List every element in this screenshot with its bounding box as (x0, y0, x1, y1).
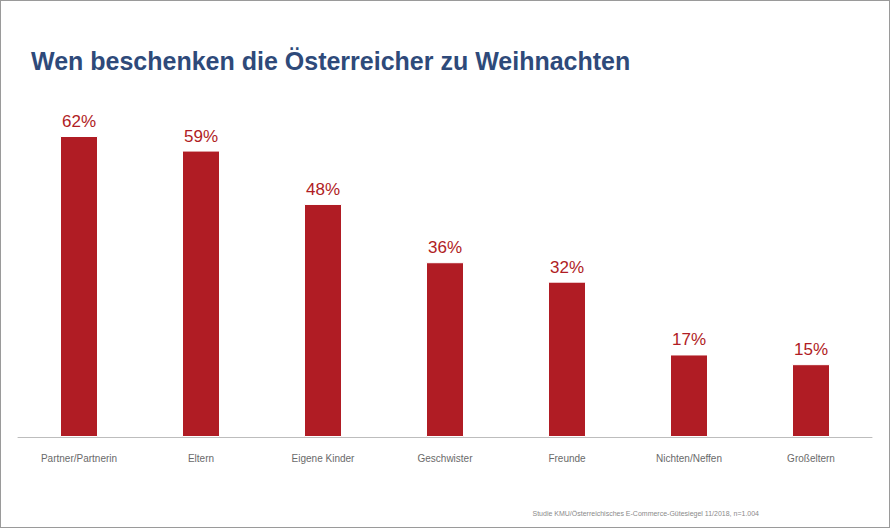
svg-text:Partner/Partnerin: Partner/Partnerin (41, 453, 117, 464)
svg-text:32%: 32% (550, 258, 584, 277)
svg-text:Großeltern: Großeltern (787, 453, 835, 464)
svg-text:48%: 48% (306, 180, 340, 199)
svg-text:17%: 17% (672, 330, 706, 349)
svg-text:Eigene Kinder: Eigene Kinder (292, 453, 355, 464)
svg-text:Geschwister: Geschwister (417, 453, 473, 464)
svg-text:15%: 15% (794, 340, 828, 359)
svg-text:36%: 36% (428, 238, 462, 257)
svg-text:Wen beschenken die Österreiche: Wen beschenken die Österreicher zu Weihn… (31, 47, 630, 75)
svg-text:Eltern: Eltern (188, 453, 214, 464)
svg-text:59%: 59% (184, 127, 218, 146)
svg-text:Freunde: Freunde (548, 453, 586, 464)
svg-text:Studie KMU/Österreichisches E-: Studie KMU/Österreichisches E-Commerce-G… (532, 510, 759, 518)
svg-text:Nichten/Neffen: Nichten/Neffen (656, 453, 722, 464)
svg-text:62%: 62% (62, 112, 96, 131)
